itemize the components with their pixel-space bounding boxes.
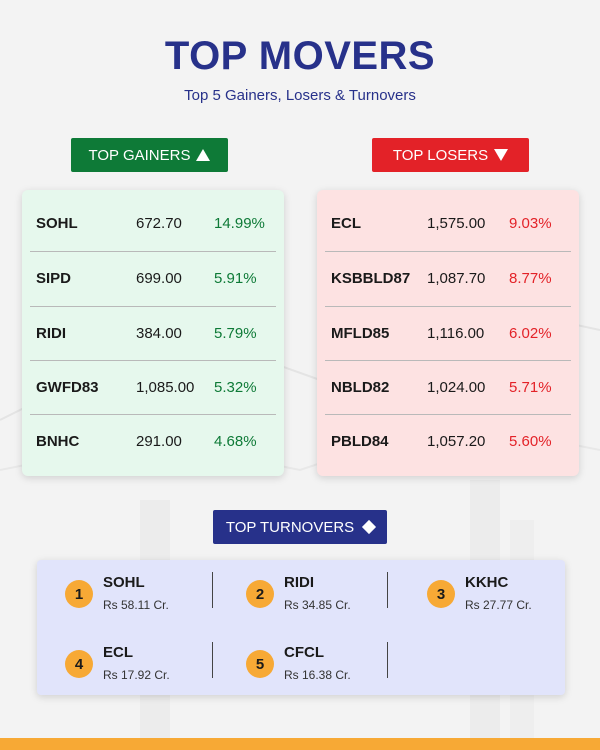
turnover-value: Rs 17.92 Cr. [103,668,170,682]
table-row: SOHL 672.70 14.99% [30,196,276,250]
change-percent: 9.03% [509,214,552,232]
turnover-item: 4 ECL Rs 17.92 Cr. [65,642,225,690]
table-row: RIDI 384.00 5.79% [30,306,276,360]
table-row: NBLD82 1,024.00 5.71% [325,360,571,414]
change-percent: 8.77% [509,269,552,287]
row-divider [325,251,571,252]
table-row: GWFD83 1,085.00 5.32% [30,360,276,414]
change-percent: 14.99% [214,214,265,232]
rank-badge: 2 [246,580,274,608]
symbol: GWFD83 [36,378,99,396]
table-row: MFLD85 1,116.00 6.02% [325,306,571,360]
change-percent: 5.60% [509,432,552,450]
price: 384.00 [136,324,182,342]
page-subtitle: Top 5 Gainers, Losers & Turnovers [184,87,416,104]
turnover-item: 2 RIDI Rs 34.85 Cr. [246,572,406,620]
turnover-value: Rs 58.11 Cr. [103,598,169,612]
row-divider [325,306,571,307]
top-losers-label: TOP LOSERS [392,146,489,164]
turnovers-panel: 1 SOHL Rs 58.11 Cr. 2 RIDI Rs 34.85 Cr. … [37,560,565,695]
turnover-value: Rs 34.85 Cr. [284,598,351,612]
symbol: RIDI [36,324,66,342]
symbol: PBLD84 [331,432,389,450]
change-percent: 6.02% [509,324,552,342]
symbol: BNHC [36,432,80,450]
price: 291.00 [136,432,182,450]
symbol: MFLD85 [331,324,390,342]
row-divider [30,251,276,252]
symbol: SOHL [103,574,145,591]
turnover-item: 5 CFCL Rs 16.38 Cr. [246,642,406,690]
price: 1,087.70 [427,269,486,287]
table-row: BNHC 291.00 4.68% [30,414,276,468]
triangle-up-icon [196,149,211,161]
table-row: ECL 1,575.00 9.03% [325,196,571,250]
table-row: KSBBLD87 1,087.70 8.77% [325,251,571,305]
price: 672.70 [136,214,182,232]
change-percent: 5.79% [214,324,257,342]
top-gainers-tag: TOP GAINERS [71,138,228,172]
symbol: KKHC [465,574,509,591]
change-percent: 5.71% [509,378,552,396]
top-gainers-label: TOP GAINERS [88,146,191,164]
top-turnovers-label: TOP TURNOVERS [225,518,355,536]
rank-badge: 5 [246,650,274,678]
turnover-value: Rs 16.38 Cr. [284,668,351,682]
symbol: ECL [103,644,133,661]
row-divider [30,306,276,307]
turnover-item: 3 KKHC Rs 27.77 Cr. [427,572,587,620]
rank-badge: 4 [65,650,93,678]
row-divider [30,360,276,361]
price: 1,085.00 [136,378,195,396]
gainers-panel: SOHL 672.70 14.99% SIPD 699.00 5.91% RID… [22,190,284,476]
rank-badge: 3 [427,580,455,608]
row-divider [325,414,571,415]
column-divider [212,642,213,678]
top-losers-tag: TOP LOSERS [372,138,529,172]
column-divider [387,642,388,678]
symbol: NBLD82 [331,378,390,396]
table-row: PBLD84 1,057.20 5.60% [325,414,571,468]
symbol: CFCL [284,644,324,661]
losers-panel: ECL 1,575.00 9.03% KSBBLD87 1,087.70 8.7… [317,190,579,476]
symbol: SOHL [36,214,78,232]
turnover-item: 1 SOHL Rs 58.11 Cr. [65,572,225,620]
bottom-accent-bar [0,738,600,750]
price: 1,057.20 [427,432,486,450]
top-turnovers-tag: TOP TURNOVERS [213,510,387,544]
diamond-icon [362,519,377,535]
change-percent: 4.68% [214,432,257,450]
price: 1,116.00 [427,324,485,342]
rank-badge: 1 [65,580,93,608]
row-divider [325,360,571,361]
change-percent: 5.32% [214,378,257,396]
price: 1,024.00 [427,378,486,396]
symbol: SIPD [36,269,72,287]
triangle-down-icon [494,149,509,161]
price: 1,575.00 [427,214,486,232]
table-row: SIPD 699.00 5.91% [30,251,276,305]
page-title: TOP MOVERS [164,34,436,78]
symbol: KSBBLD87 [331,269,411,287]
symbol: ECL [331,214,361,232]
column-divider [212,572,213,608]
turnover-value: Rs 27.77 Cr. [465,598,532,612]
price: 699.00 [136,269,182,287]
change-percent: 5.91% [214,269,257,287]
symbol: RIDI [284,574,314,591]
row-divider [30,414,276,415]
column-divider [387,572,388,608]
